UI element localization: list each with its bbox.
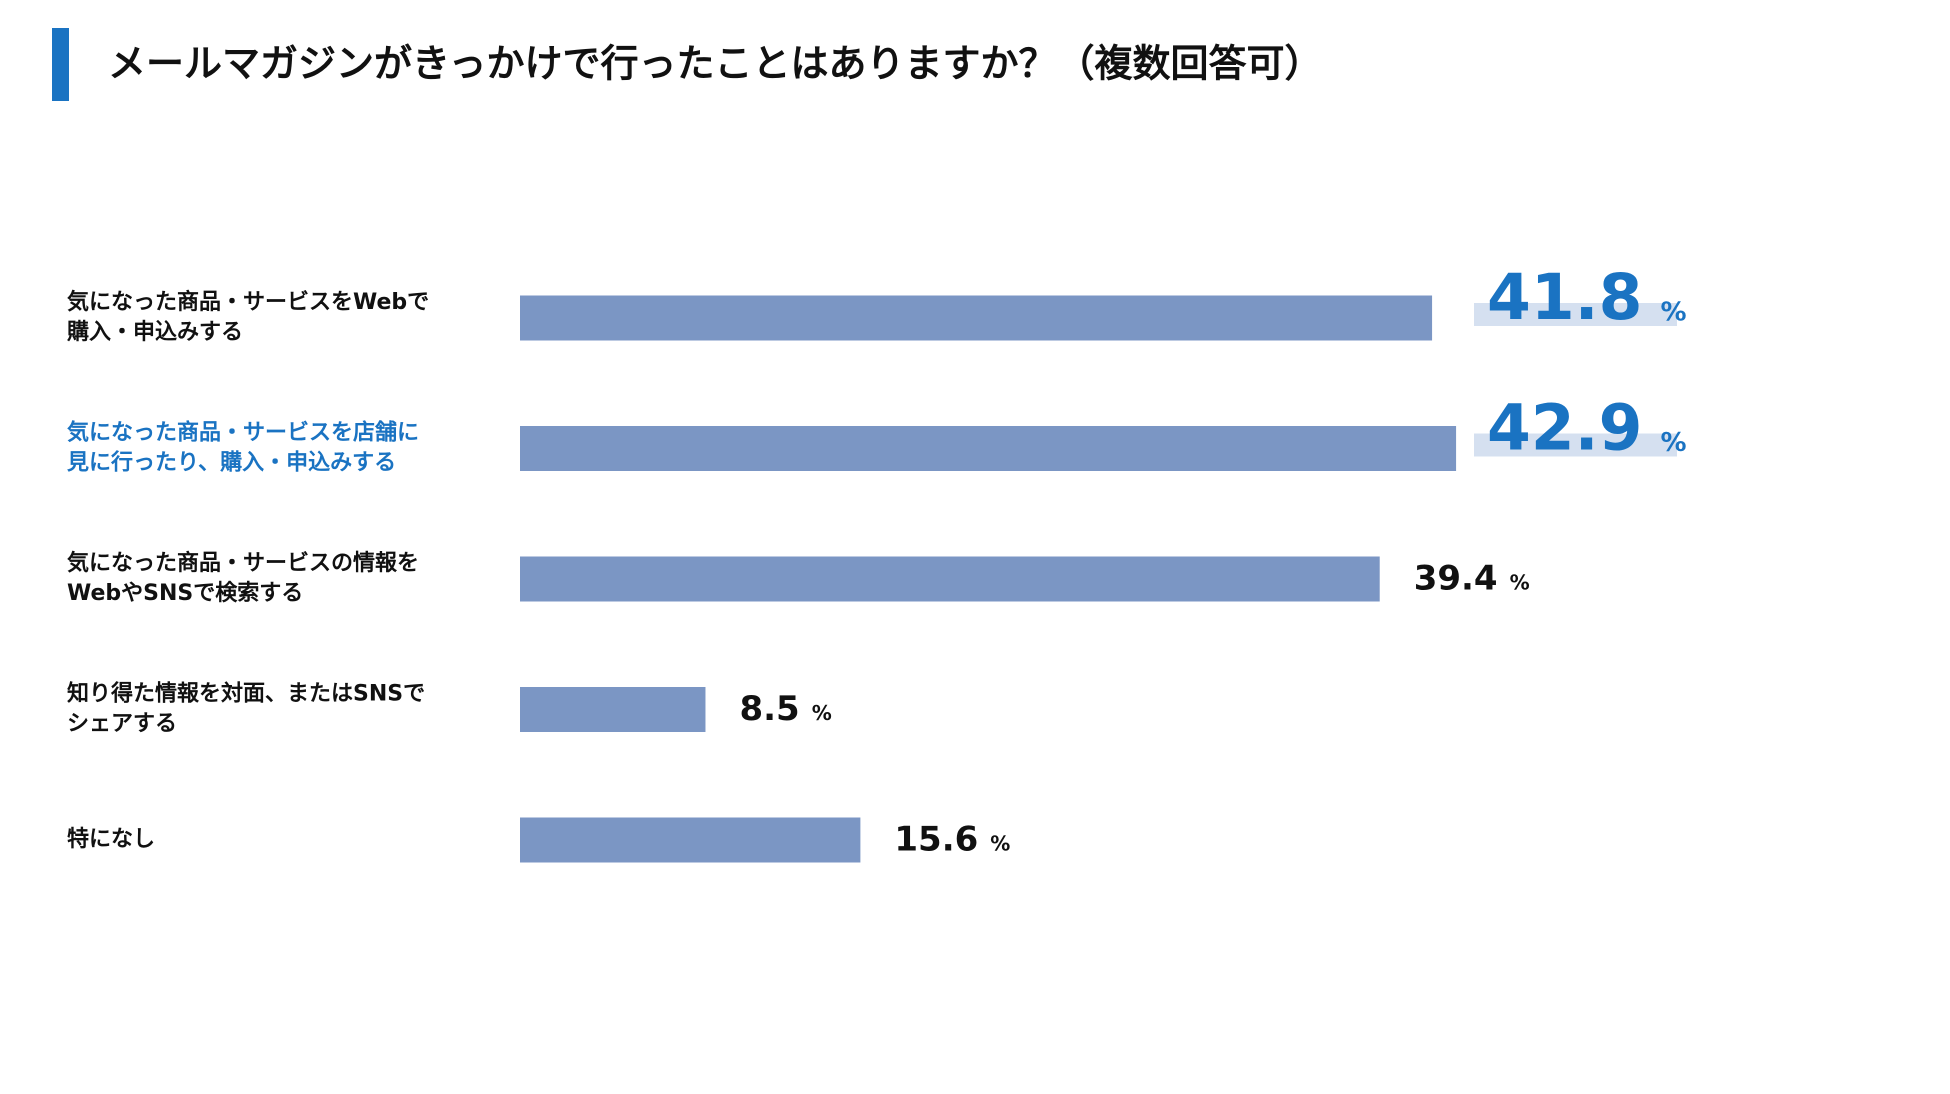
bar	[520, 556, 1380, 602]
bar	[520, 295, 1433, 341]
category-label: 購入・申込みする	[67, 320, 243, 345]
category-label: 知り得た情報を対面、またはSNSで	[67, 681, 425, 707]
value-unit: %	[1660, 428, 1686, 458]
value-label: 39.4	[1414, 559, 1498, 599]
chart-title: メールマガジンがきっかけで行ったことはありますか？（複数回答可）	[108, 42, 1322, 86]
highlight-band	[1474, 433, 1677, 457]
value-unit: %	[1660, 298, 1686, 328]
value-label: 8.5	[739, 689, 799, 729]
category-label: 気になった商品・サービスの情報を	[67, 550, 419, 576]
value-label: 41.8	[1487, 261, 1642, 334]
category-label: 特になし	[67, 826, 155, 852]
bar	[520, 426, 1457, 471]
bar	[520, 817, 861, 863]
value-label: 15.6	[894, 820, 978, 860]
category-label: 気になった商品・サービスをWebで	[67, 289, 429, 315]
value-unit: %	[990, 832, 1010, 856]
category-label: 見に行ったり、購入・申込みする	[67, 450, 396, 476]
title-accent	[52, 28, 69, 101]
value-unit: %	[1510, 571, 1530, 595]
value-unit: %	[812, 701, 832, 725]
bar	[520, 687, 706, 732]
category-label: 気になった商品・サービスを店舗に	[67, 420, 419, 446]
highlight-band	[1474, 303, 1677, 326]
category-label: WebやSNSで検索する	[67, 581, 303, 606]
category-label: シェアする	[67, 712, 177, 737]
value-label: 42.9	[1487, 392, 1642, 465]
